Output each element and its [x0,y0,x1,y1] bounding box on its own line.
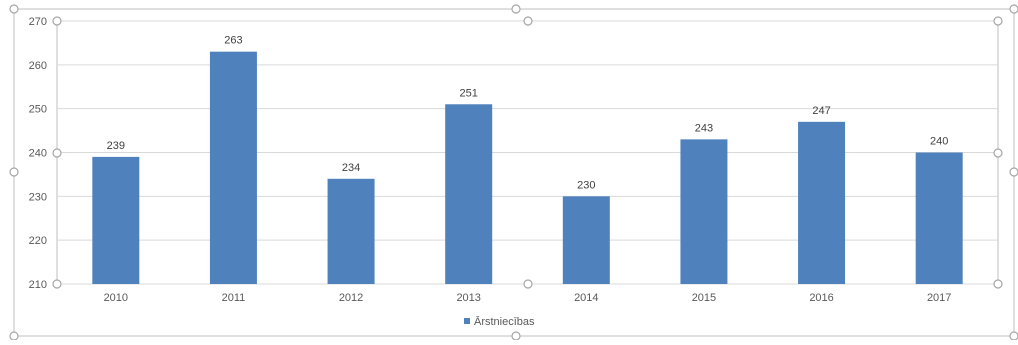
legend: Ārstniecības [464,316,535,328]
y-tick-label: 270 [29,16,47,28]
resize-handle[interactable] [52,279,62,289]
legend-swatch [464,318,470,324]
data-label: 247 [812,105,830,117]
resize-handle[interactable] [511,4,521,14]
selection-handles[interactable] [9,4,1018,341]
x-tick-label: 2011 [222,292,246,304]
resize-handle[interactable] [9,331,19,341]
y-tick-label: 230 [29,191,47,203]
x-tick-label: 2015 [692,292,716,304]
resize-handle[interactable] [52,16,62,26]
y-tick-label: 240 [29,148,47,160]
data-label: 243 [695,122,713,134]
legend-label: Ārstniecības [474,316,535,328]
data-label: 263 [224,35,242,47]
x-tick-label: 2013 [456,292,480,304]
bar-2012[interactable] [327,178,375,284]
resize-handle[interactable] [9,4,19,14]
bar-2017[interactable] [915,152,963,285]
bar-2015[interactable] [680,139,728,284]
data-label: 240 [930,136,948,148]
x-axis: 2010 2011 2012 2013 2014 2015 2016 2017 [104,292,952,304]
y-tick-label: 260 [29,60,47,72]
chart-area-border [13,8,1015,337]
y-tick-label: 220 [29,235,47,247]
bar-2014[interactable] [562,196,610,284]
y-tick-label: 250 [29,104,47,116]
resize-handle[interactable] [523,16,533,26]
resize-handle[interactable] [9,167,19,177]
bar-2010[interactable] [92,156,140,284]
x-tick-label: 2010 [104,292,128,304]
resize-handle[interactable] [993,148,1003,158]
gridlines [57,20,998,285]
x-tick-label: 2016 [809,292,833,304]
bar-2013[interactable] [445,104,493,285]
bar-2016[interactable] [798,121,846,284]
data-label: 230 [577,179,595,191]
resize-handle[interactable] [993,279,1003,289]
resize-handle[interactable] [1009,331,1018,341]
data-label: 239 [107,140,125,152]
x-tick-label: 2014 [574,292,598,304]
resize-handle[interactable] [511,331,521,341]
bar-series [92,51,963,285]
x-tick-label: 2012 [339,292,363,304]
resize-handle[interactable] [993,16,1003,26]
x-tick-label: 2017 [927,292,951,304]
bar-2011[interactable] [209,51,257,284]
y-tick-label: 210 [29,279,47,291]
resize-handle[interactable] [523,279,533,289]
data-labels: 239 263 234 251 230 243 247 240 [107,35,949,192]
resize-handle[interactable] [1009,167,1018,177]
resize-handle[interactable] [1009,4,1018,14]
data-label: 234 [342,162,360,174]
y-axis: 210 220 230 240 250 260 270 [29,16,47,291]
data-label: 251 [460,87,478,99]
resize-handle[interactable] [52,148,62,158]
